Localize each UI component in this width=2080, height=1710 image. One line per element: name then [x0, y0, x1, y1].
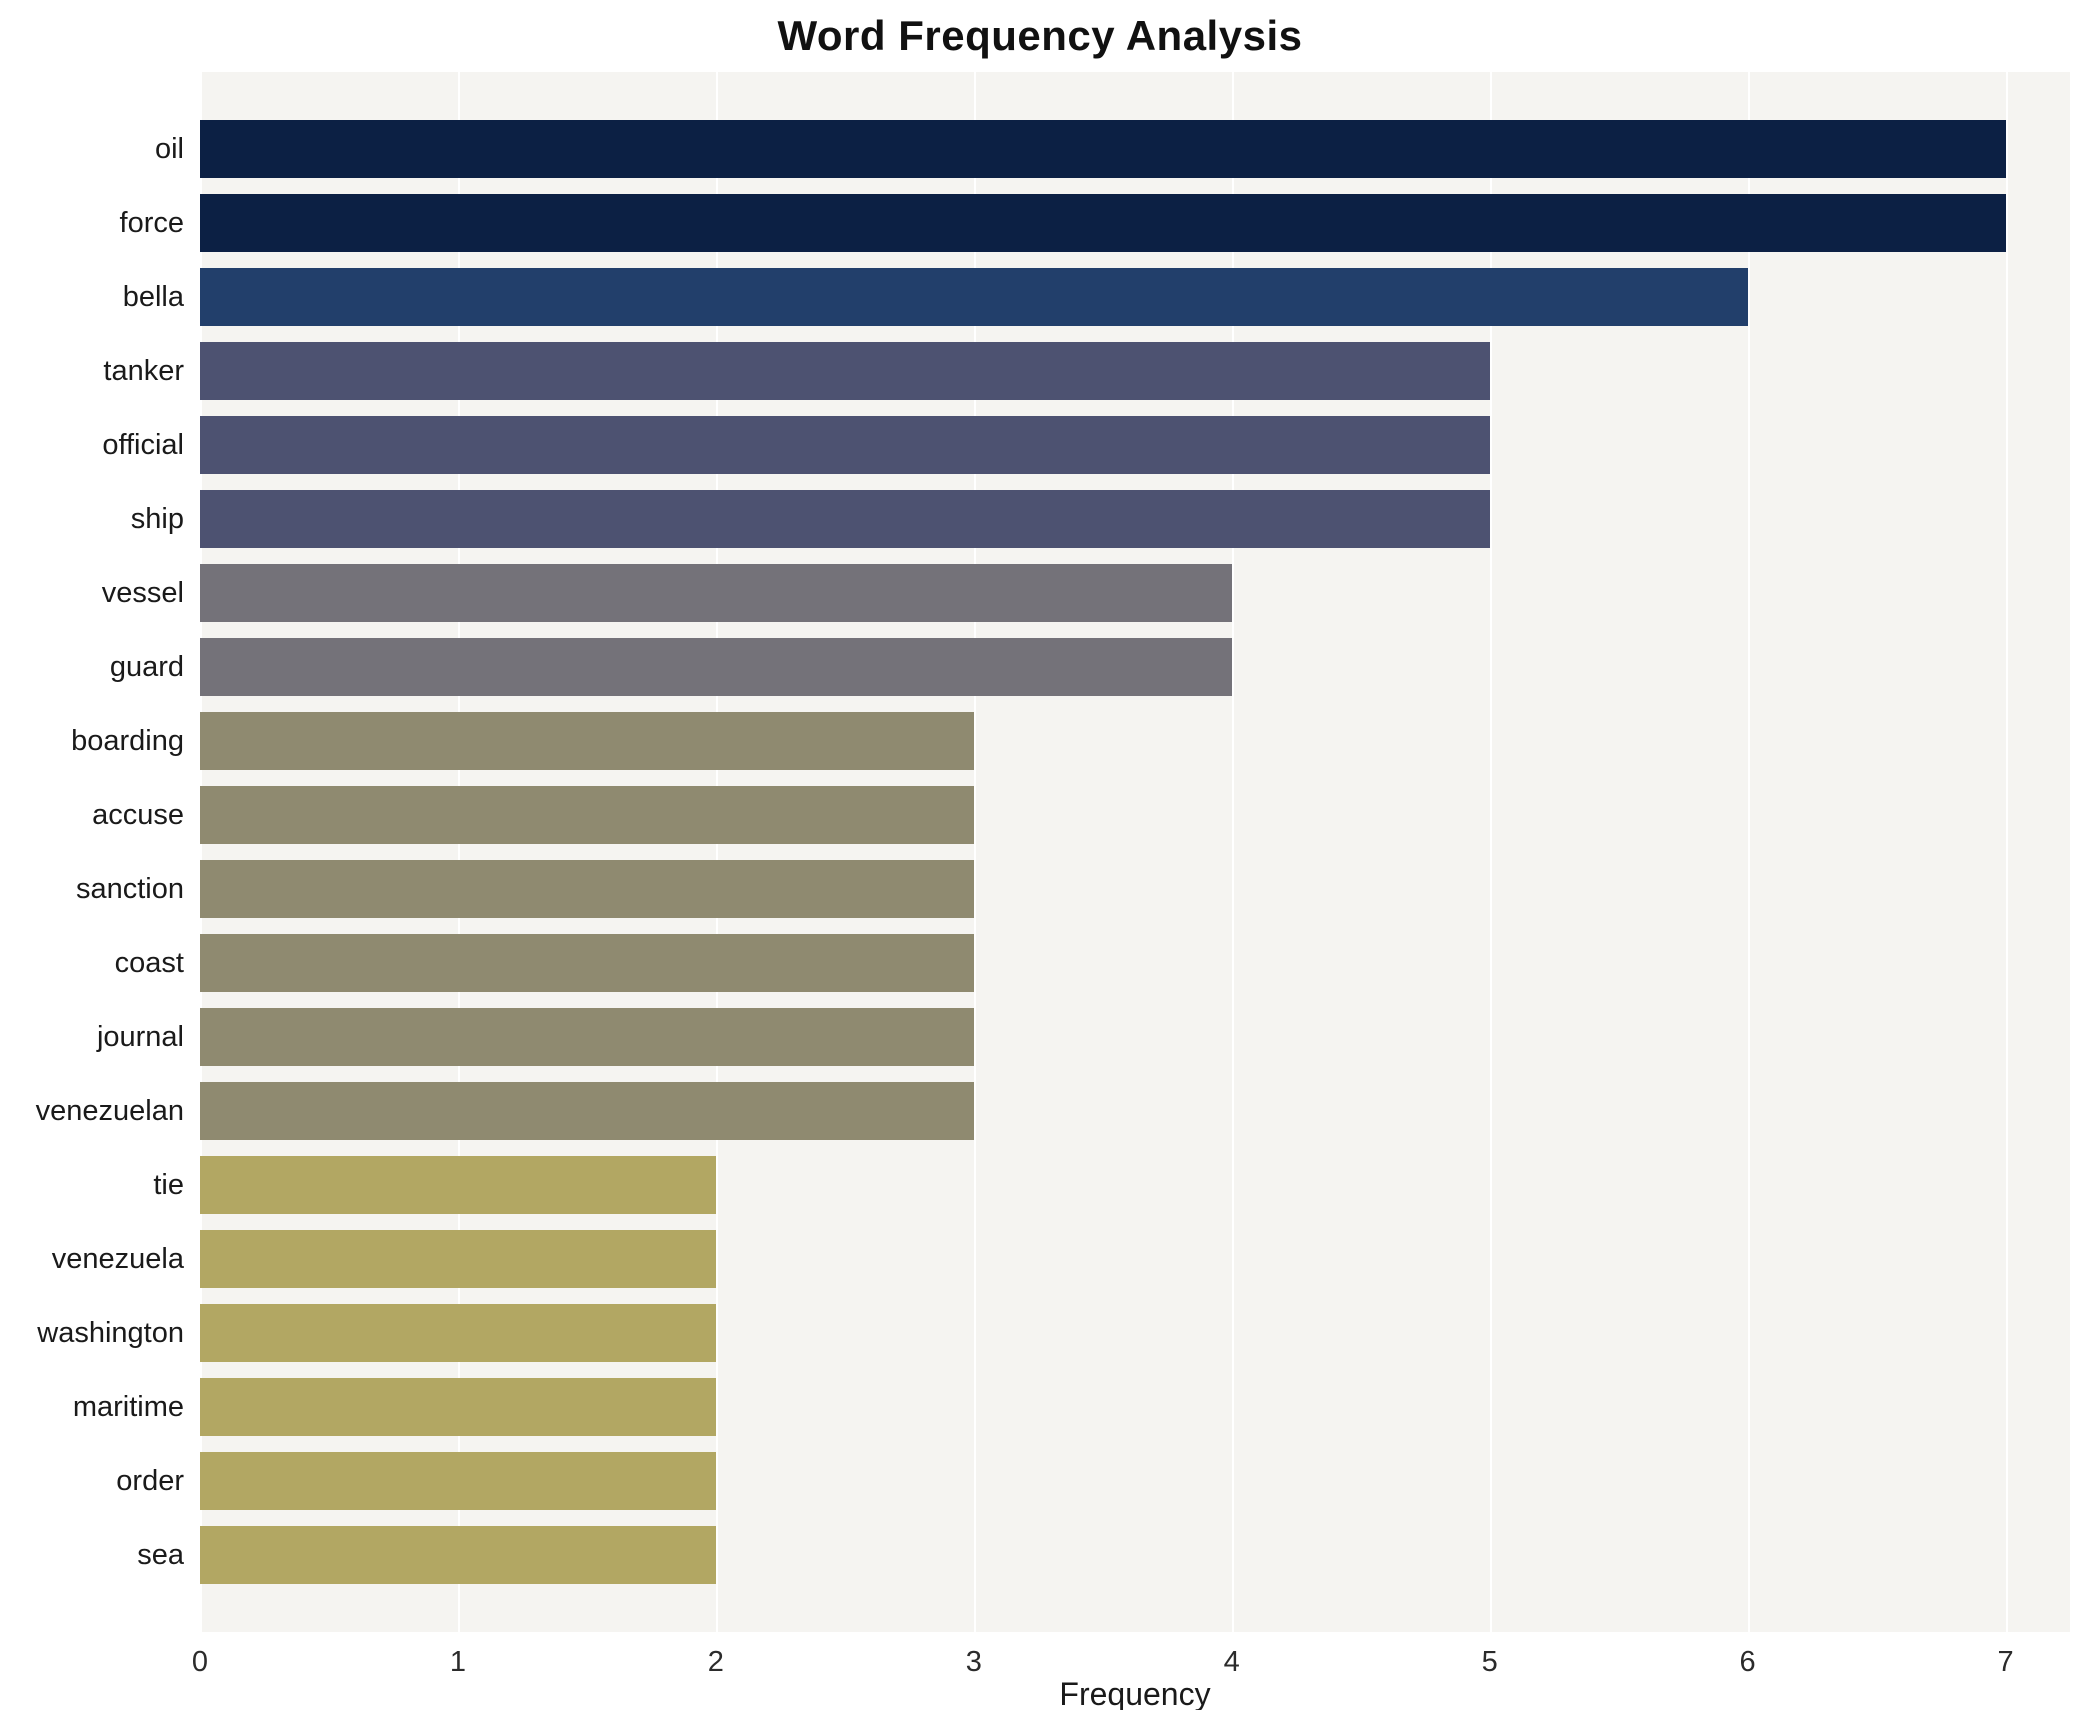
bar: [200, 934, 974, 992]
bar-row: venezuela: [52, 1222, 2070, 1296]
category-label: vessel: [101, 576, 184, 609]
chart-title: Word Frequency Analysis: [777, 12, 1303, 59]
bar: [200, 1378, 716, 1436]
category-label: washington: [37, 1316, 184, 1349]
bar: [200, 1008, 974, 1066]
bar-row: boarding: [71, 704, 2070, 778]
category-label: tie: [153, 1168, 184, 1201]
bar-row: bella: [123, 260, 2070, 334]
bar-row: ship: [131, 482, 2070, 556]
x-tick-label: 5: [1481, 1646, 1498, 1678]
bar-row: force: [120, 186, 2070, 260]
bar: [200, 1304, 716, 1362]
gridline: [200, 72, 202, 1632]
gridline: [973, 72, 976, 1632]
bar: [200, 1452, 716, 1510]
bar-row: maritime: [73, 1370, 2070, 1444]
bar-row: venezuelan: [36, 1074, 2070, 1148]
bar-row: sea: [137, 1518, 2070, 1592]
bar: [200, 638, 1232, 696]
bar-row: coast: [115, 926, 2070, 1000]
category-label: journal: [96, 1020, 184, 1053]
bar-row: accuse: [92, 778, 2070, 852]
bar-row: sanction: [76, 852, 2070, 926]
bar: [200, 564, 1232, 622]
category-label: guard: [109, 650, 184, 683]
bar-row: guard: [110, 630, 2070, 704]
bar-row: order: [116, 1444, 2070, 1518]
x-axis-ticks: 0 1 2 3 4 5 6 7: [192, 1640, 2070, 1680]
category-label: tanker: [103, 354, 184, 387]
category-label: bella: [122, 280, 184, 313]
bar: [200, 1230, 716, 1288]
category-label: force: [119, 206, 184, 239]
category-label: official: [102, 428, 184, 461]
bar-row: oil: [155, 112, 2070, 186]
bar: [200, 120, 2006, 178]
gridline: [1231, 72, 1234, 1632]
x-tick-label: 7: [1997, 1646, 2014, 1678]
bar-row: journal: [97, 1000, 2070, 1074]
gridline: [715, 72, 718, 1632]
bar: [200, 342, 1490, 400]
x-tick-label: 2: [707, 1646, 724, 1678]
bar: [200, 268, 1748, 326]
category-label: boarding: [71, 724, 184, 757]
category-label: order: [116, 1464, 184, 1497]
bar: [200, 786, 974, 844]
bar-row: official: [102, 408, 2070, 482]
bar: [200, 1526, 716, 1584]
bar-row: washington: [37, 1296, 2070, 1370]
bar: [200, 860, 974, 918]
x-tick-label: 3: [965, 1646, 982, 1678]
plot-area: oil force bella tanker official ship vessel gua…: [36, 72, 2070, 1632]
bar: [200, 194, 2006, 252]
category-label: ship: [130, 502, 184, 535]
category-label: venezuela: [51, 1242, 184, 1275]
category-label: coast: [114, 946, 184, 979]
bar: [200, 712, 974, 770]
x-tick-label: 1: [449, 1646, 466, 1678]
x-tick-label: 0: [191, 1646, 209, 1678]
bar: [200, 416, 1490, 474]
bar: [200, 490, 1490, 548]
x-axis-label: Frequency: [1059, 1676, 1211, 1710]
gridline: [1489, 72, 1492, 1632]
x-tick-label: 4: [1223, 1646, 1240, 1678]
category-label: venezuelan: [35, 1094, 184, 1127]
gridline: [2005, 72, 2008, 1632]
bar-rows: oil force bella tanker official ship vessel gua…: [36, 72, 2070, 1632]
x-tick-label: 6: [1739, 1646, 1756, 1678]
category-label: sanction: [75, 872, 184, 905]
bar-row: vessel: [102, 556, 2070, 630]
bar-row: tanker: [103, 334, 2070, 408]
category-label: oil: [154, 132, 184, 165]
bar: [200, 1156, 716, 1214]
bar-row: tie: [153, 1148, 2070, 1222]
gridline: [457, 72, 460, 1632]
bar: [200, 1082, 974, 1140]
gridline: [1747, 72, 1750, 1632]
category-label: maritime: [72, 1390, 184, 1423]
category-label: sea: [137, 1538, 184, 1571]
category-label: accuse: [92, 798, 184, 831]
